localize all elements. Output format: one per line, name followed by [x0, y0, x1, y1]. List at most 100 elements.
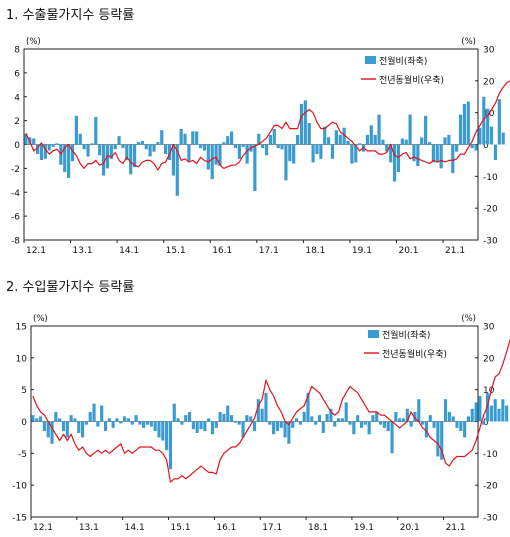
bar — [101, 144, 106, 176]
bar — [35, 144, 40, 155]
bar — [38, 416, 43, 422]
bar — [39, 144, 44, 161]
bar — [447, 411, 451, 422]
bar — [443, 137, 447, 145]
bar — [86, 144, 90, 157]
bar — [172, 403, 176, 422]
bar — [175, 144, 179, 196]
bar — [291, 421, 295, 428]
x-tick-label: 13.1 — [79, 523, 99, 533]
bar — [451, 144, 455, 174]
bar — [455, 421, 459, 428]
left-tick-label: -4 — [11, 189, 20, 199]
import-price-chart-panel: 2. 수입물가지수 등락률 15 10 5 0 -5 -10 -15 30 20 10 0 -10 -2… — [0, 272, 510, 537]
bar — [100, 405, 104, 422]
bar — [31, 415, 35, 422]
x-tick-label: 13.1 — [73, 246, 93, 256]
bar — [365, 134, 370, 145]
right-tick-label: 20 — [483, 77, 495, 87]
bar — [184, 415, 188, 422]
bar — [379, 421, 383, 425]
bar — [195, 131, 199, 145]
bar — [493, 399, 497, 422]
bar — [191, 131, 195, 145]
bar — [427, 142, 432, 145]
x-tick-label: 16.1 — [212, 246, 232, 256]
bar — [167, 144, 172, 161]
bar — [156, 142, 160, 145]
right-tick-label: -20 — [483, 205, 498, 215]
bar — [210, 421, 215, 435]
bar — [279, 421, 283, 428]
bar — [245, 144, 249, 164]
bar — [180, 421, 184, 425]
bar — [431, 144, 435, 163]
bar — [272, 128, 276, 145]
bar — [77, 421, 81, 433]
left-tick-label: -15 — [12, 514, 27, 524]
bar — [233, 421, 237, 423]
bar — [354, 144, 358, 163]
bar — [123, 416, 127, 422]
left-tick-label: 8 — [14, 46, 20, 56]
bar — [58, 418, 62, 422]
bar — [439, 144, 443, 169]
bar — [474, 402, 478, 422]
bar — [356, 415, 360, 422]
bar — [486, 108, 490, 145]
bar — [82, 144, 86, 150]
bar — [323, 126, 327, 145]
bar — [428, 415, 432, 422]
bar — [501, 132, 505, 145]
chart-title: 2. 수입물가지수 등락률 — [6, 280, 135, 295]
bar — [241, 144, 245, 147]
bar — [47, 144, 51, 151]
bar — [153, 421, 157, 432]
bar — [310, 416, 314, 422]
bar — [408, 114, 412, 145]
bar — [346, 140, 350, 145]
bar — [92, 403, 96, 422]
bar — [50, 421, 54, 444]
bar — [32, 138, 36, 145]
bar — [233, 144, 238, 149]
bar — [210, 144, 214, 180]
x-tick-label: 17.1 — [259, 246, 279, 256]
bar — [51, 144, 55, 147]
bar — [249, 416, 253, 422]
bar — [315, 144, 319, 155]
bar — [121, 144, 125, 149]
bar — [435, 144, 439, 163]
bar — [202, 144, 207, 151]
bar — [226, 405, 230, 422]
left-tick-label: 15 — [16, 323, 27, 333]
bar — [119, 421, 123, 424]
x-tick-label: 18.1 — [308, 523, 328, 533]
bar — [157, 421, 161, 438]
import-price-chart: 15 10 5 0 -5 -10 -15 30 20 10 0 -10 -20 -30 (%) (%) 12.1… — [12, 314, 510, 533]
bar — [451, 416, 455, 422]
chart-title: 1. 수출물가지수 등락률 — [6, 8, 135, 23]
bar — [94, 117, 98, 145]
bar — [363, 421, 367, 425]
bar — [459, 421, 463, 432]
bar — [321, 421, 325, 433]
bar — [348, 421, 352, 425]
bar — [179, 128, 183, 145]
left-tick-label: -10 — [12, 482, 27, 492]
bar — [130, 421, 134, 425]
bar — [398, 418, 402, 422]
bar — [160, 130, 164, 145]
left-tick-label: 0 — [21, 418, 27, 428]
bar — [183, 133, 187, 145]
bar — [24, 133, 28, 145]
bar — [436, 421, 440, 457]
bar — [340, 418, 344, 422]
bar — [482, 96, 486, 145]
bar — [261, 144, 265, 149]
bar — [98, 144, 102, 156]
bar — [134, 415, 138, 422]
bar — [145, 421, 150, 425]
left-tick-label: 2 — [14, 117, 20, 127]
left-tick-label: 5 — [21, 386, 27, 396]
